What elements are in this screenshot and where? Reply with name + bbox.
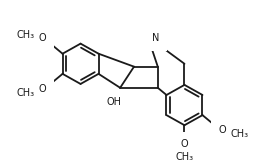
Text: OH: OH xyxy=(107,97,122,107)
Text: N: N xyxy=(152,33,159,43)
Text: O: O xyxy=(39,84,47,94)
Text: CH₃: CH₃ xyxy=(17,88,35,98)
Text: O: O xyxy=(181,139,188,149)
Text: O: O xyxy=(218,126,226,135)
Text: CH₃: CH₃ xyxy=(176,152,194,162)
Text: CH₃: CH₃ xyxy=(230,129,248,139)
Text: CH₃: CH₃ xyxy=(17,30,35,39)
Text: O: O xyxy=(39,33,47,43)
